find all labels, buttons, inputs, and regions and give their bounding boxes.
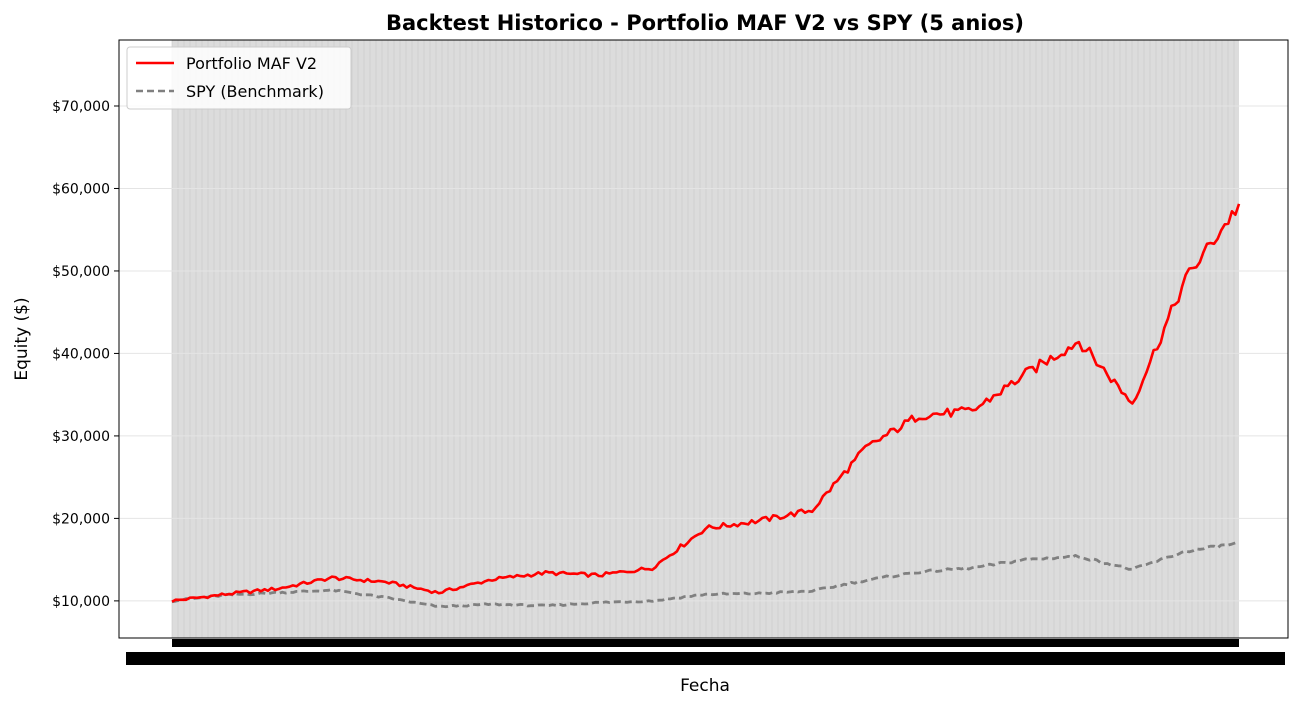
y-tick-label: $40,000 <box>52 346 110 362</box>
series-line-spy <box>171 541 1240 609</box>
y-tick-label: $60,000 <box>52 181 110 197</box>
series-lines <box>171 203 1241 609</box>
x-tick-band <box>171 40 1239 638</box>
legend-label-spy: SPY (Benchmark) <box>186 82 324 101</box>
plot-frame <box>118 39 1289 639</box>
y-axis-ticks: $10,000 $20,000 $30,000 $40,000 $50,000 $60,0… <box>52 99 119 610</box>
y-tick-label: $30,000 <box>52 429 110 445</box>
x-tick-label-overlap <box>126 652 1285 665</box>
legend-box <box>126 46 352 110</box>
chart-title: Backtest Historico - Portfolio MAF V2 vs… <box>386 11 1024 35</box>
y-tick-label: $50,000 <box>52 264 110 280</box>
x-tick-labels <box>126 639 1285 665</box>
x-tick-marks <box>172 639 1239 647</box>
y-tick-label: $10,000 <box>52 594 110 610</box>
date-band-fill <box>172 40 1239 638</box>
y-tick-label: $20,000 <box>52 511 110 527</box>
legend: Portfolio MAF V2 SPY (Benchmark) <box>126 46 352 110</box>
y-axis-label: Equity ($) <box>12 297 32 380</box>
series-line-portfolio <box>171 203 1241 603</box>
y-tick-label: $70,000 <box>52 99 110 115</box>
legend-label-portfolio: Portfolio MAF V2 <box>186 54 317 73</box>
x-axis-label: Fecha <box>680 676 730 696</box>
